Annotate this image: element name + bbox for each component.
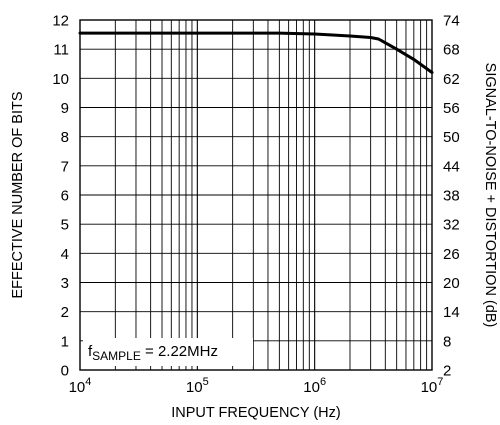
plot-frame	[79, 19, 433, 371]
x-tick-base: 10	[303, 379, 320, 396]
y-tick-label: 5	[61, 217, 69, 234]
y-tick-label: 10	[52, 71, 69, 88]
y2-tick-label: 74	[443, 13, 460, 30]
y-tick-label: 7	[61, 158, 69, 175]
y2-tick-label: 62	[443, 71, 460, 88]
y-tick-label: 4	[61, 246, 69, 263]
x-tick-exponent: 4	[85, 376, 91, 388]
x-tick-label: 106	[303, 376, 326, 396]
series-line	[78, 31, 434, 74]
y2-tick-label: 20	[443, 275, 460, 292]
y-tick-label: 3	[61, 275, 69, 292]
y-tick-label: 2	[61, 304, 69, 321]
y2-tick-label: 32	[443, 217, 460, 234]
y2-tick-labels: 2 8 14 20 26 32 38 44 50 56 62 68 74	[443, 13, 460, 380]
y-tick-label: 6	[61, 188, 69, 205]
x-tick-exponent: 6	[320, 376, 326, 388]
y-tick-label: 11	[53, 42, 69, 59]
y2-tick-label: 26	[443, 246, 460, 263]
y2-tick-label: 8	[443, 333, 451, 350]
x-tick-base: 10	[186, 379, 203, 396]
annotation-text: fSAMPLE = 2.22MHz	[88, 343, 218, 363]
annotation: fSAMPLE = 2.22MHz	[83, 338, 253, 366]
y2-tick-label: 68	[443, 42, 460, 59]
y-tick-label: 8	[61, 129, 69, 146]
y-tick-label: 1	[61, 333, 69, 350]
y2-tick-label: 38	[443, 188, 460, 205]
x-tick-label: 104	[69, 376, 92, 396]
y2-tick-label: 2	[443, 363, 451, 380]
x-tick-label: 105	[186, 376, 209, 396]
annotation-subscript: SAMPLE	[92, 349, 141, 363]
annotation-suffix: = 2.22MHz	[141, 343, 218, 360]
y-tick-label: 0	[61, 363, 69, 380]
annotation-prefix: f	[88, 343, 93, 360]
x-axis-title: INPUT FREQUENCY (Hz)	[171, 405, 340, 421]
y-tick-label: 9	[61, 100, 69, 117]
x-tick-label: 107	[421, 376, 444, 396]
y2-tick-label: 44	[443, 158, 460, 175]
y2-axis-title: SIGNAL-TO-NOISE + DISTORTION (dB)	[482, 63, 498, 328]
x-tick-base: 10	[421, 379, 438, 396]
x-tick-base: 10	[69, 379, 86, 396]
x-tick-exponent: 5	[203, 376, 209, 388]
y-axis-title: EFFECTIVE NUMBER OF BITS	[10, 91, 26, 298]
y2-tick-label: 14	[443, 304, 460, 321]
grid	[80, 19, 432, 371]
y2-tick-label: 56	[443, 100, 460, 117]
x-tick-exponent: 7	[437, 376, 443, 388]
y2-tick-label: 50	[443, 129, 460, 146]
annotation-box	[83, 338, 253, 366]
y-tick-label: 12	[52, 13, 69, 30]
x-tick-labels: 104 105 106 107	[69, 376, 444, 396]
